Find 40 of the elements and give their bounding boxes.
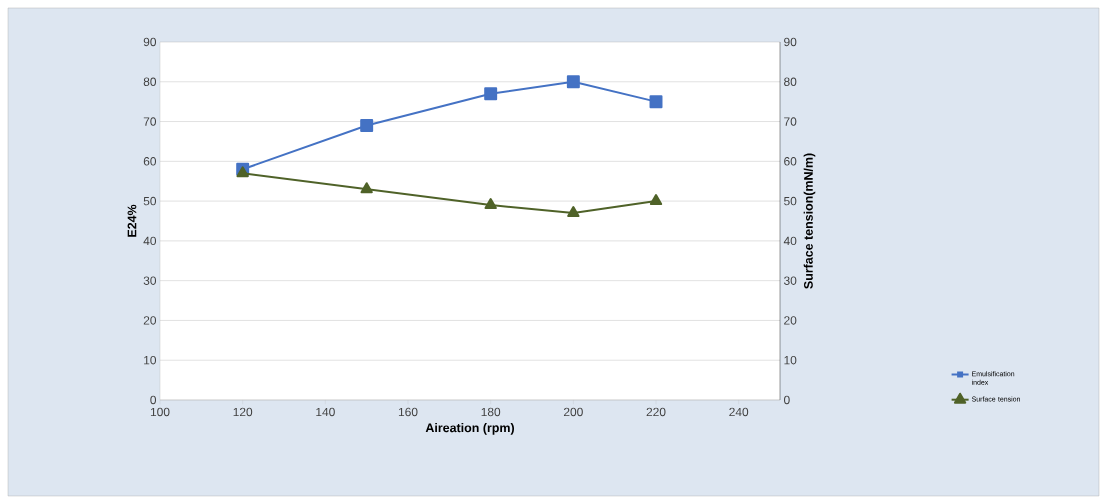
point	[484, 87, 498, 101]
point	[649, 194, 663, 206]
x-tick-label: 240	[729, 407, 749, 417]
x-tick-label: 160	[398, 407, 418, 417]
y-tick-label: 10	[144, 355, 157, 365]
point	[360, 182, 373, 194]
y2-tick-label: 40	[783, 236, 797, 246]
y-tick-label: 0	[150, 395, 157, 405]
y-tick-label: 60	[143, 157, 157, 166]
point	[360, 119, 374, 132]
y-tick-label: 70	[143, 117, 157, 126]
y2-tick-label: 20	[784, 316, 797, 325]
y2-tick-label: 30	[783, 276, 797, 285]
x-tick-label: 140	[316, 407, 335, 417]
y2-tick-label: 90	[784, 37, 797, 47]
point	[236, 166, 249, 178]
y-tick-label: 30	[143, 276, 157, 285]
x-tick-label: 100	[150, 407, 170, 417]
y-tick-label: 40	[143, 236, 157, 246]
y2-tick-label: 10	[784, 355, 797, 365]
point	[484, 198, 497, 210]
y-tick-label: 50	[143, 196, 157, 206]
y-tick-label: 90	[143, 37, 157, 47]
y2-tick-label: 0	[784, 395, 790, 405]
x-axis-title: Aireation (rpm)	[425, 423, 515, 435]
point	[649, 95, 663, 109]
point	[566, 75, 580, 89]
point	[567, 206, 580, 218]
y2-tick-label: 50	[784, 196, 797, 206]
y2-tick-label: 80	[784, 77, 797, 86]
y2-tick-label: 60	[784, 157, 797, 166]
y-tick-label: 80	[143, 77, 157, 86]
y-tick-label: 20	[143, 316, 157, 325]
x-tick-label: 120	[233, 407, 253, 417]
x-tick-label: 180	[481, 407, 501, 417]
y2-tick-label: 70	[784, 117, 797, 126]
x-tick-label: 200	[563, 407, 583, 417]
y-axis-title: E24%	[127, 204, 137, 237]
y2-axis-title: Surface tension(mN/m)	[803, 153, 816, 289]
x-tick-label: 220	[646, 407, 666, 417]
